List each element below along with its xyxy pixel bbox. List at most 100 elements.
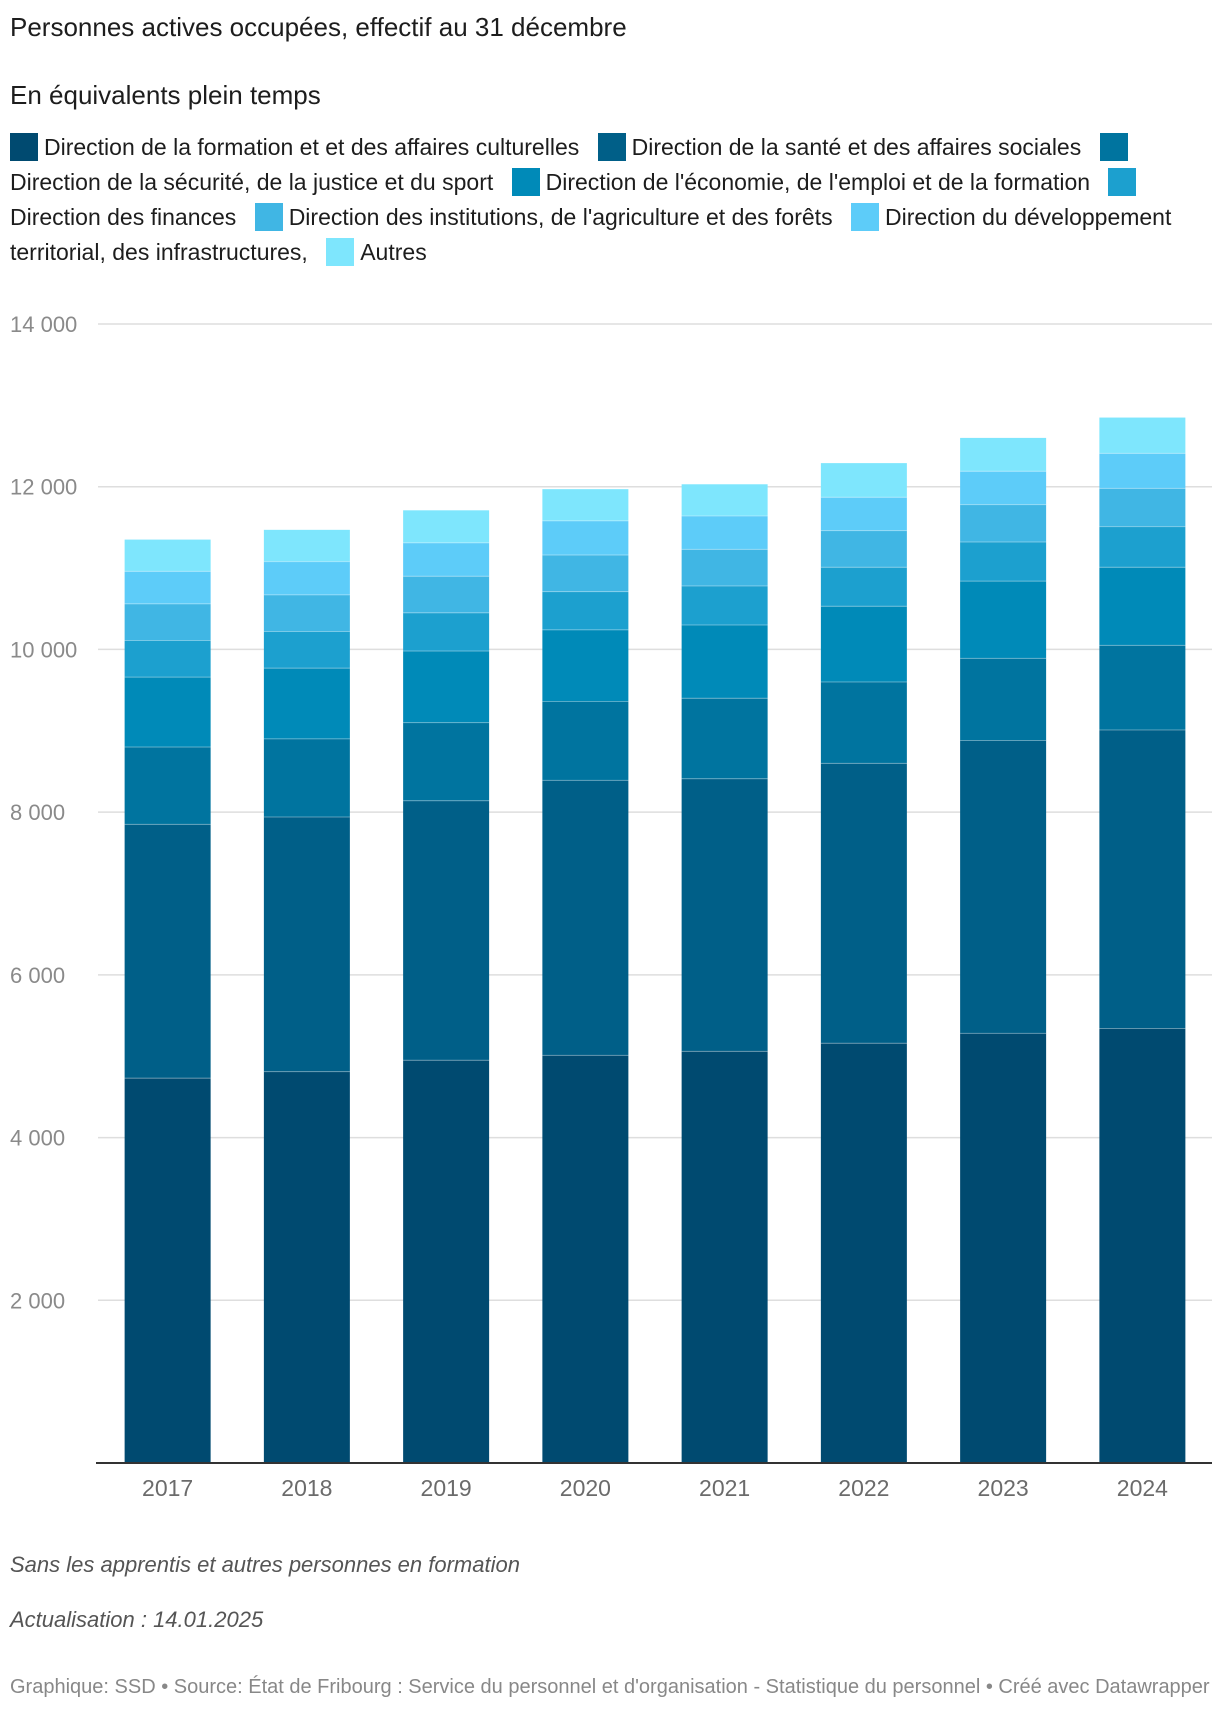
bar-segment [960, 1033, 1047, 1463]
bar-segment [542, 780, 629, 1056]
x-tick-label: 2017 [142, 1475, 193, 1501]
bar-segment [403, 576, 490, 613]
x-tick-label: 2021 [699, 1475, 750, 1501]
legend-label: Direction de la santé et des affaires so… [631, 134, 1082, 160]
bar-segment [960, 658, 1047, 741]
legend: Direction de la formation et et des affa… [10, 130, 1210, 270]
bar-segment [820, 567, 907, 607]
bar-segment [542, 701, 629, 781]
bar-segment [124, 747, 211, 825]
legend-label: Direction des finances [10, 204, 237, 230]
bar-segment [403, 651, 490, 723]
legend-swatch [10, 133, 38, 161]
bar-segment [403, 542, 490, 577]
legend-swatch [511, 168, 540, 196]
bar-segment [403, 722, 490, 801]
bar-segment [681, 484, 768, 517]
bar-segment [542, 1055, 629, 1463]
legend-swatch [850, 203, 879, 231]
chart-note: Sans les apprentis et autres personnes e… [10, 1552, 520, 1577]
legend-item: Direction des institutions, de l'agricul… [254, 203, 833, 231]
legend-label: Direction de la formation et et des affa… [44, 134, 580, 160]
legend-item: Direction de la santé et des affaires so… [597, 133, 1082, 161]
bar-segment [542, 520, 629, 556]
bar-segment [263, 529, 350, 562]
bar-segment [681, 698, 768, 779]
chart-footer: Graphique: SSD • Source: État de Fribour… [10, 1676, 1210, 1698]
update-date: Actualisation : 14.01.2025 [10, 1607, 264, 1632]
bar-segment [820, 681, 907, 764]
bar-segment [1099, 567, 1186, 646]
x-tick-label: 2023 [978, 1475, 1029, 1501]
bar-segment [1099, 1028, 1186, 1463]
bar-segment [542, 489, 629, 521]
bar-segment [960, 437, 1047, 472]
bar-segment [263, 594, 350, 632]
bar-segment [1099, 729, 1186, 1029]
bar-segment [960, 740, 1047, 1034]
legend-item: Direction du développement territorial, … [10, 203, 1172, 265]
y-tick-label: 14 000 [10, 312, 77, 337]
bar-segment [681, 778, 768, 1052]
bar-segment [403, 1060, 490, 1463]
bar-segment [124, 640, 211, 678]
y-tick-label: 10 000 [10, 637, 77, 662]
bar-segment [960, 581, 1047, 659]
x-tick-label: 2018 [281, 1475, 332, 1501]
bar-segment [263, 1071, 350, 1463]
legend-label: Direction des institutions, de l'agricul… [288, 204, 833, 230]
bar-segment [960, 471, 1047, 505]
bar-segment [263, 817, 350, 1072]
legend-item: Autres [326, 238, 427, 266]
bar-segment [681, 516, 768, 550]
legend-item: Direction des finances [10, 168, 1142, 230]
x-tick-label: 2022 [838, 1475, 889, 1501]
legend-swatch [326, 238, 355, 266]
legend-item: Direction de la sécurité, de la justice … [10, 133, 1134, 195]
bar-segment [960, 504, 1047, 543]
bar-segment [124, 603, 211, 641]
bar-segment [820, 763, 907, 1044]
bar-segment [124, 1078, 211, 1463]
bar-segment [263, 668, 350, 739]
bar-segment [960, 542, 1047, 582]
bar-segment [1099, 526, 1186, 568]
legend-item: Direction de l'économie, de l'emploi et … [511, 168, 1091, 196]
legend-item: Direction de la formation et et des affa… [10, 133, 580, 161]
bar-segment [124, 571, 211, 604]
bar-segment [820, 463, 907, 498]
chart-subtitle: En équivalents plein temps [10, 80, 321, 110]
y-tick-label: 2 000 [10, 1288, 65, 1313]
bar-segment [820, 497, 907, 531]
bar-segment [403, 612, 490, 652]
y-tick-label: 8 000 [10, 800, 65, 825]
bar-segment [124, 824, 211, 1079]
y-tick-label: 4 000 [10, 1126, 65, 1151]
stacked-bar-chart: 2 000 4 000 6 000 8 000 10 000 12 000 14 000 20… [10, 312, 1212, 1501]
bar-segment [820, 530, 907, 568]
legend-label: Direction du développement territorial, … [10, 204, 1172, 265]
legend-swatch [597, 133, 626, 161]
legend-label: Direction de la sécurité, de la justice … [10, 169, 494, 195]
x-tick-label: 2024 [1117, 1475, 1168, 1501]
legend-swatch [1099, 133, 1128, 161]
bar-segment [542, 629, 629, 702]
legend-swatch [254, 203, 283, 231]
bar-segment [1099, 453, 1186, 489]
chart-title: Personnes actives occupées, effectif au … [10, 12, 627, 42]
bar-segment [263, 631, 350, 669]
bar-segment [124, 539, 211, 572]
legend-label: Direction de l'économie, de l'emploi et … [545, 169, 1091, 195]
bar-segment [681, 549, 768, 586]
y-tick-label: 6 000 [10, 963, 65, 988]
bar-segment [542, 591, 629, 630]
x-tick-label: 2019 [421, 1475, 472, 1501]
bar-segment [820, 606, 907, 682]
bar-segment [1099, 645, 1186, 730]
bar-segment [681, 585, 768, 626]
y-tick-label: 12 000 [10, 475, 77, 500]
bar-segment [681, 625, 768, 699]
legend-label: Autres [360, 239, 427, 265]
x-tick-label: 2020 [560, 1475, 611, 1501]
bar-segment [403, 800, 490, 1061]
